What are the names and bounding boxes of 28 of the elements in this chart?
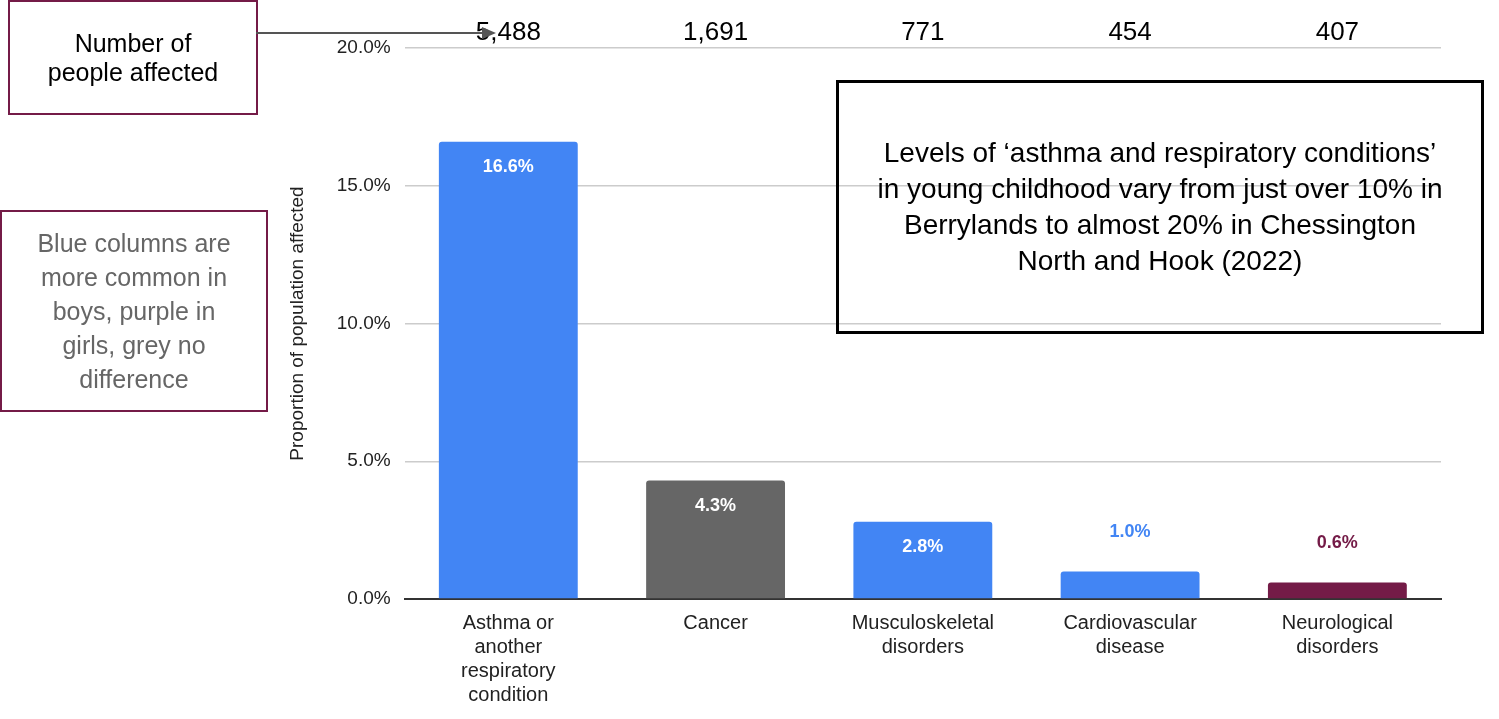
annotation: Levels of ‘asthma and respiratory conditions’ in young childhood vary from just over 10% in Berrylands to almost 20% in Chessington North and Hook (2022) (836, 80, 1484, 334)
bar (646, 480, 786, 599)
text: Blue columns are more common in boys, purple in girls, grey no difference (0, 210, 268, 412)
x-tick-label: Neurological disorders (1281, 610, 1393, 657)
data-label: 1.0% (1109, 521, 1151, 542)
text: 1,691 (683, 16, 749, 47)
text: 407 (1315, 16, 1360, 47)
y-tick-label: 20.0% (336, 36, 391, 58)
x-tick-label: Cancer (683, 610, 749, 633)
bar (438, 141, 578, 599)
data-label: 4.3% (695, 494, 737, 515)
x-tick-label: Cardiovascular disease (1063, 610, 1198, 657)
data-label: 16.6% (482, 155, 534, 176)
data-label: 2.8% (902, 535, 944, 556)
x-tick-label: Musculoskeletal disorders (851, 610, 994, 657)
text: 454 (1108, 16, 1152, 47)
y-tick-label: 5.0% (347, 449, 391, 471)
bar (1267, 582, 1407, 599)
text: Number of people affected (8, 0, 258, 115)
x-tick-label: Asthma or another respiratory condition (461, 610, 556, 705)
y-axis-title: Proportion of population affected (285, 186, 307, 461)
bar (853, 521, 993, 599)
data-label: 0.6% (1316, 532, 1358, 553)
bar (1060, 571, 1200, 599)
y-tick-label: 15.0% (336, 173, 391, 195)
y-tick-label: 10.0% (336, 311, 391, 333)
y-tick-label: 0.0% (347, 587, 391, 609)
text: 771 (901, 16, 945, 47)
